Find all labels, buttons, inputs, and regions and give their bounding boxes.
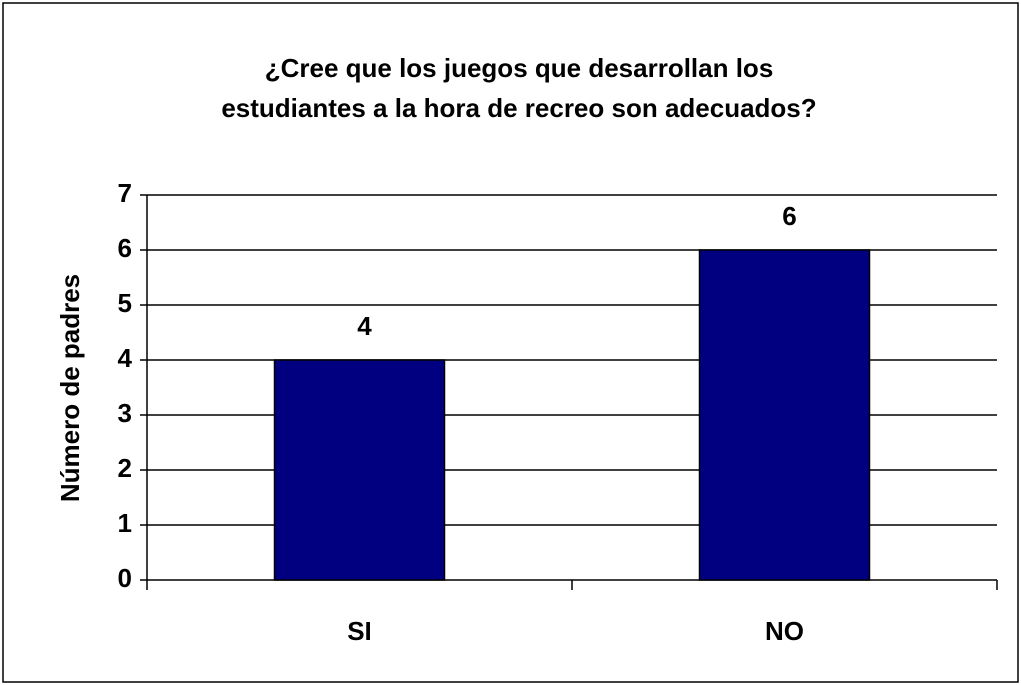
x-tick-label: NO — [765, 616, 804, 646]
y-tick-label: 7 — [118, 178, 132, 208]
y-axis-label: Número de padres — [55, 274, 85, 502]
y-tick-label: 5 — [118, 288, 132, 318]
chart-title: estudiantes a la hora de recreo son adec… — [221, 93, 816, 123]
y-tick-label: 3 — [118, 398, 132, 428]
y-tick-label: 0 — [118, 563, 132, 593]
y-tick-label: 4 — [118, 343, 133, 373]
data-label: 6 — [782, 201, 796, 231]
data-label: 4 — [357, 311, 372, 341]
y-tick-label: 6 — [118, 233, 132, 263]
bar — [273, 359, 446, 581]
y-tick-label: 2 — [118, 453, 132, 483]
y-tick-label: 1 — [118, 508, 132, 538]
x-tick-label: SI — [347, 616, 372, 646]
chart-title: ¿Cree que los juegos que desarrollan los — [265, 53, 774, 83]
bar — [698, 249, 871, 581]
